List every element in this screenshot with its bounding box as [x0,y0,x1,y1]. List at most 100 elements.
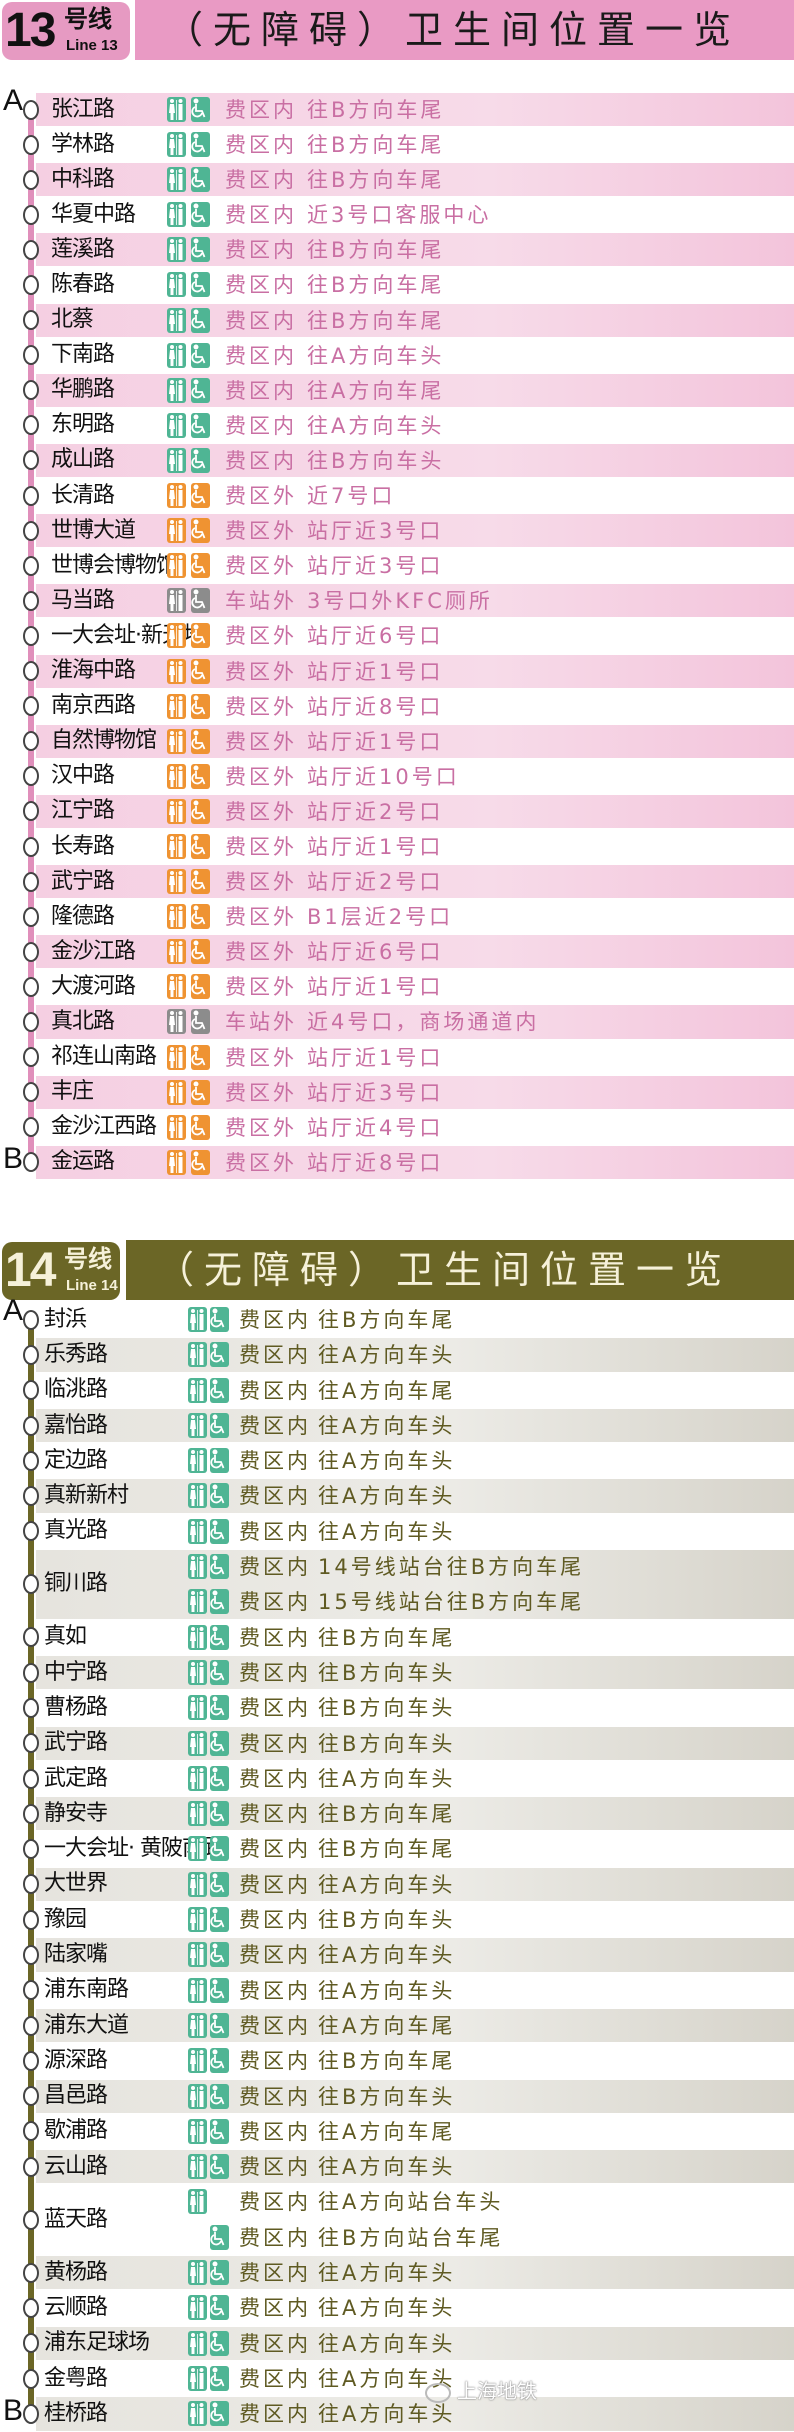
station-marker [23,2050,39,2071]
wheelchair-icon [210,1695,229,1721]
station-name: 真新新村 [44,1483,129,1509]
wheelchair-icon [210,2401,229,2427]
station-marker [23,239,39,260]
station-row: 金粤路 费区内 往A方向车头 [0,2361,794,2396]
toilet-entry: 费区内 往A方向车头 [0,1478,794,1513]
toilet-location: 站厅近4号口 [307,1115,444,1140]
toilet-icon [167,833,186,859]
wheelchair-icon [210,1836,229,1862]
station-name: 中科路 [51,166,115,192]
station-name: 隆德路 [51,903,115,929]
toilet-location: 站厅近6号口 [307,940,444,965]
line-suffix: 号线 [64,5,112,33]
wheelchair-icon [210,1448,229,1474]
wheelchair-icon [210,1307,229,1332]
toilet-location: 往A方向车尾 [307,378,445,403]
station-row: 金沙江西路 费区外 站厅近4号口 [0,1110,794,1145]
fare-zone: 费区内 [239,2084,311,2109]
station-row: 自然博物馆 费区外 站厅近1号口 [0,724,794,759]
fare-zone: 费区内 [239,1449,311,1474]
station-name: 源深路 [44,2047,108,2073]
toilet-entry: 费区内 往A方向车头 [0,1973,794,2008]
row-shading [36,1726,794,1760]
station-row: 武定路 费区内 往A方向车头 [0,1761,794,1796]
toilet-entry: 费区外 站厅近10号口 [0,759,794,794]
toilet-entry: 费区内 往B方向车头 [0,443,794,478]
toilet-entry: 费区内 往B方向车尾 [0,1620,794,1655]
toilet-icon [188,2330,207,2356]
station-name: 乐秀路 [44,1341,108,1367]
station-row: 定边路 费区内 往A方向车头 [0,1443,794,1478]
toilet-location: 往A方向车头 [318,1872,456,1897]
toilet-entry: 费区内 往B方向车尾 [0,1831,794,1866]
line-english: Line 14 [66,1277,118,1294]
wheelchair-icon [191,202,210,228]
station-marker [23,2156,39,2177]
toilet-entry: 费区外 站厅近2号口 [0,794,794,829]
toilet-location: 站厅近3号口 [307,554,444,579]
station-marker [23,1344,39,1365]
row-shading [36,233,794,267]
station-name: 金沙江路 [51,938,136,964]
toilet-icon [188,1695,207,1721]
toilet-location: 往B方向车头 [318,1696,456,1721]
fare-zone: 车站外 [225,1010,297,1035]
wheelchair-icon [191,342,210,368]
row-shading [36,1005,794,1039]
toilet-location: 往A方向车头 [307,413,445,438]
toilet-icon [188,1518,207,1544]
toilet-location: 站厅近8号口 [307,1150,444,1175]
line-suffix: 号线 [64,1245,112,1273]
toilet-icon [167,167,186,193]
toilet-location: 往B方向车尾 [318,1625,456,1650]
toilet-entry: 费区内 往B方向车尾 [0,127,794,162]
wheelchair-icon [191,1079,210,1105]
toilet-location: 往A方向站台车头 [318,2190,504,2215]
toilet-location: 站厅近2号口 [307,799,444,824]
line-number: 14 [5,1244,56,1297]
toilet-icon [167,623,186,649]
wheelchair-icon [191,658,210,684]
station-name: 定边路 [44,1447,108,1473]
fare-zone: 费区内 [225,273,297,298]
station-name: 陆家嘴 [44,1941,108,1967]
station-row: 陈春路 费区内 往B方向车尾 [0,267,794,302]
fare-zone: 费区外 [225,940,297,965]
station-name: 东明路 [51,412,115,438]
fare-zone: 费区内 [239,1696,311,1721]
station-marker [23,836,39,857]
fare-zone: 费区外 [225,484,297,509]
toilet-entry: 费区内 往B方向车头 [0,2079,794,2114]
wheelchair-icon [210,2330,229,2356]
toilet-icon [188,1977,207,2003]
toilet-entry: 费区内 往A方向车头 [0,2255,794,2290]
toilet-entry: 费区外 B1层近2号口 [0,899,794,934]
page-title: （无障碍）卫生间位置一览 [156,1248,733,1292]
toilet-entry: 费区内 往B方向车尾 [0,92,794,127]
toilet-icon [188,1942,207,1968]
station-name: 金沙江西路 [51,1114,157,1140]
station-marker [23,99,39,120]
toilet-location: 往A方向车头 [318,2331,456,2356]
wheelchair-icon [191,974,210,1000]
station-marker [23,1839,39,1860]
toilet-location: 往A方向车头 [318,1413,456,1438]
toilet-location: 站厅近3号口 [307,1080,444,1105]
toilet-location: 往A方向车头 [318,1519,456,1544]
station-name: 中宁路 [44,1659,108,1685]
fare-zone: 费区内 [225,378,297,403]
fare-zone: 费区外 [225,624,297,649]
toilet-icon [188,1801,207,1827]
toilet-entry: 费区内 往B方向车头 [0,1726,794,1761]
station-marker [23,731,39,752]
row-shading [36,2079,794,2113]
wheelchair-icon [210,2048,229,2074]
station-row: 东明路 费区内 往A方向车头 [0,408,794,443]
station-name: 云山路 [44,2153,108,2179]
toilet-location: 往A方向车头 [318,1978,456,2003]
station-row: 云顺路 费区内 往A方向车头 [0,2290,794,2325]
fare-zone: 费区外 [225,870,297,895]
toilet-icon [167,1009,186,1035]
wheelchair-icon [191,97,210,122]
wheelchair-icon [210,1765,229,1791]
